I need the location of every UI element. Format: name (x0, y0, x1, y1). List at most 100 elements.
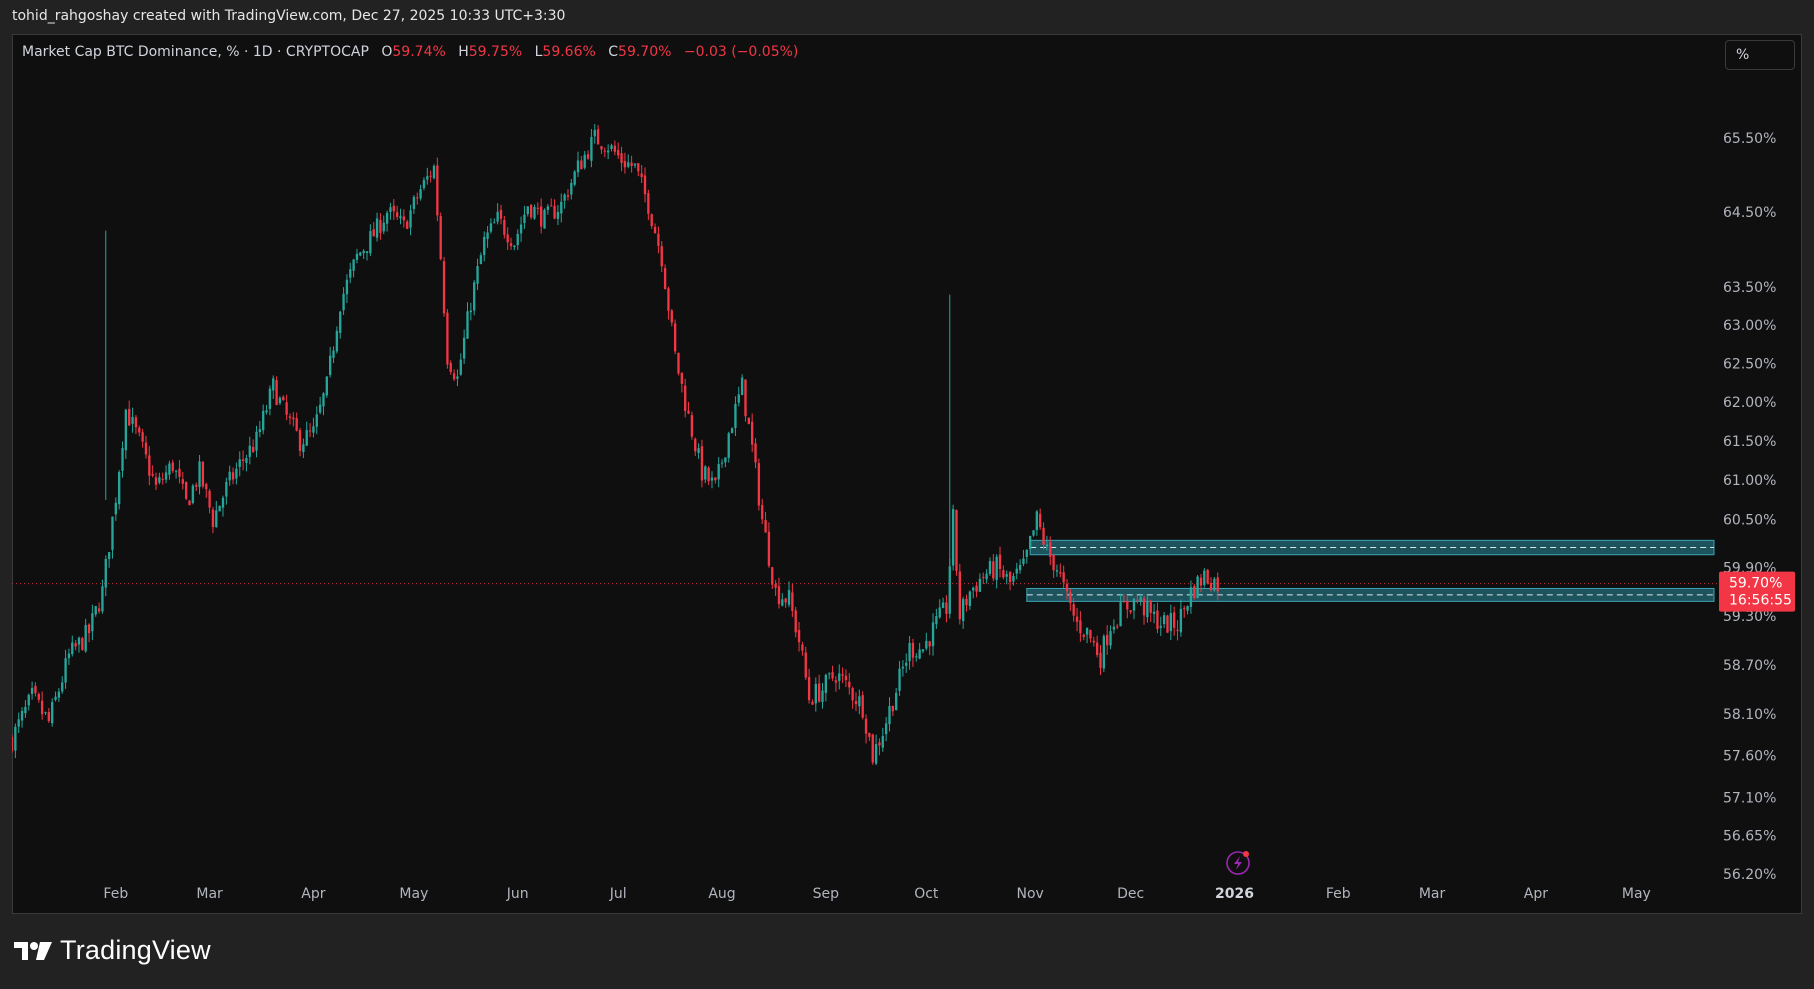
candle-body (1109, 631, 1112, 646)
candle-body (1169, 613, 1172, 632)
price-chart[interactable]: 65.50% 64.50% 63.50% 63.00% 62.50% 62.00% 61.5… (12, 34, 1802, 914)
candle-body (40, 700, 44, 715)
candle-body (24, 706, 27, 714)
candle-body (771, 567, 774, 585)
candle-body (292, 417, 295, 420)
candle-body (801, 644, 804, 651)
candle-body (851, 687, 854, 701)
candle-body (958, 571, 961, 620)
events-lightning-icon[interactable] (1226, 851, 1250, 875)
tradingview-logo-icon (14, 941, 52, 960)
candle-body (730, 428, 734, 434)
y-axis-tick-label: 61.00% (1723, 473, 1776, 489)
candle-body (720, 462, 724, 464)
candle-body (1136, 599, 1139, 601)
tradingview-brand[interactable]: TradingView (14, 935, 211, 966)
candle-body (610, 145, 613, 150)
candle-body (104, 558, 107, 588)
x-axis-tick-label: Aug (708, 886, 735, 902)
candle-body (546, 206, 550, 211)
candle-body (660, 246, 663, 267)
candle-body (794, 610, 797, 633)
candle-body (355, 253, 359, 260)
candle-body (241, 459, 245, 462)
candle-body (1015, 568, 1018, 574)
last-price-value: 59.70% (1729, 576, 1782, 592)
y-axis-tick-label: 56.20% (1723, 867, 1776, 883)
candle-body (1005, 574, 1008, 577)
candle-body (1152, 611, 1156, 614)
candle-body (707, 467, 710, 482)
candle-body (436, 165, 439, 216)
candle-body (144, 442, 148, 455)
candle-body (965, 598, 968, 606)
candle-body (1122, 601, 1126, 603)
candle-body (828, 673, 831, 675)
candle-body (1166, 615, 1169, 633)
candle-body (580, 160, 583, 170)
candle-body (596, 129, 600, 145)
candle-body (20, 710, 24, 721)
candle-body (864, 718, 868, 734)
candle-body (231, 472, 235, 480)
candle-body (985, 573, 988, 580)
bar-countdown: 16:56:55 (1729, 593, 1792, 609)
candle-body (251, 446, 255, 452)
y-axis-tick-label: 57.10% (1723, 791, 1776, 807)
candle-body (824, 674, 828, 693)
candle-body (781, 599, 784, 606)
candle-body (677, 352, 680, 374)
candle-body (945, 602, 948, 614)
candle-body (184, 481, 188, 499)
x-axis-tick-label: 2026 (1215, 886, 1254, 902)
candle-body (724, 457, 727, 463)
candle-body (817, 683, 821, 702)
candle-body (955, 509, 958, 571)
candle-body (523, 214, 526, 224)
candle-body (697, 448, 700, 453)
candle-body (245, 458, 248, 463)
candle-body (379, 219, 382, 233)
candle-body (690, 415, 694, 437)
candle-body (844, 675, 848, 681)
candle-body (282, 396, 285, 400)
candle-body (888, 706, 891, 725)
candle-body (118, 472, 121, 505)
candle-body (714, 477, 717, 481)
x-axis-tick-label: Sep (813, 886, 840, 902)
candle-body (272, 378, 275, 391)
candle-body (617, 150, 620, 156)
chart-pane[interactable] (12, 34, 1802, 914)
candle-body (921, 649, 925, 652)
candle-body (911, 642, 915, 658)
candle-body (419, 189, 422, 199)
candle-body (1203, 570, 1206, 586)
candle-body (218, 505, 221, 512)
candle-body (1085, 627, 1089, 635)
percent-scale-button[interactable]: % (1725, 40, 1795, 70)
candle-body (178, 468, 181, 477)
candle-body (399, 216, 402, 219)
candle-body (737, 394, 740, 403)
y-axis-tick-label: 59.30% (1723, 609, 1776, 625)
candle-body (439, 216, 442, 260)
candle-body (87, 624, 91, 634)
x-axis-tick-label: Jul (609, 886, 627, 902)
candle-body (308, 430, 312, 432)
candle-body (392, 205, 395, 212)
candle-body (516, 233, 519, 246)
candle-body (278, 397, 282, 404)
candle-body (1206, 569, 1209, 584)
candle-body (476, 266, 479, 284)
candle-body (1039, 513, 1042, 528)
candle-body (694, 438, 697, 452)
candle-body (265, 410, 268, 413)
candle-body (717, 464, 720, 480)
candle-body (811, 701, 814, 705)
candle-body (673, 323, 677, 352)
candle-body (804, 652, 807, 678)
x-axis-tick-label: Nov (1016, 886, 1043, 902)
candle-body (784, 598, 787, 603)
symbol-title[interactable]: Market Cap BTC Dominance, % · 1D · CRYPT… (22, 44, 369, 60)
candle-body (37, 693, 40, 700)
